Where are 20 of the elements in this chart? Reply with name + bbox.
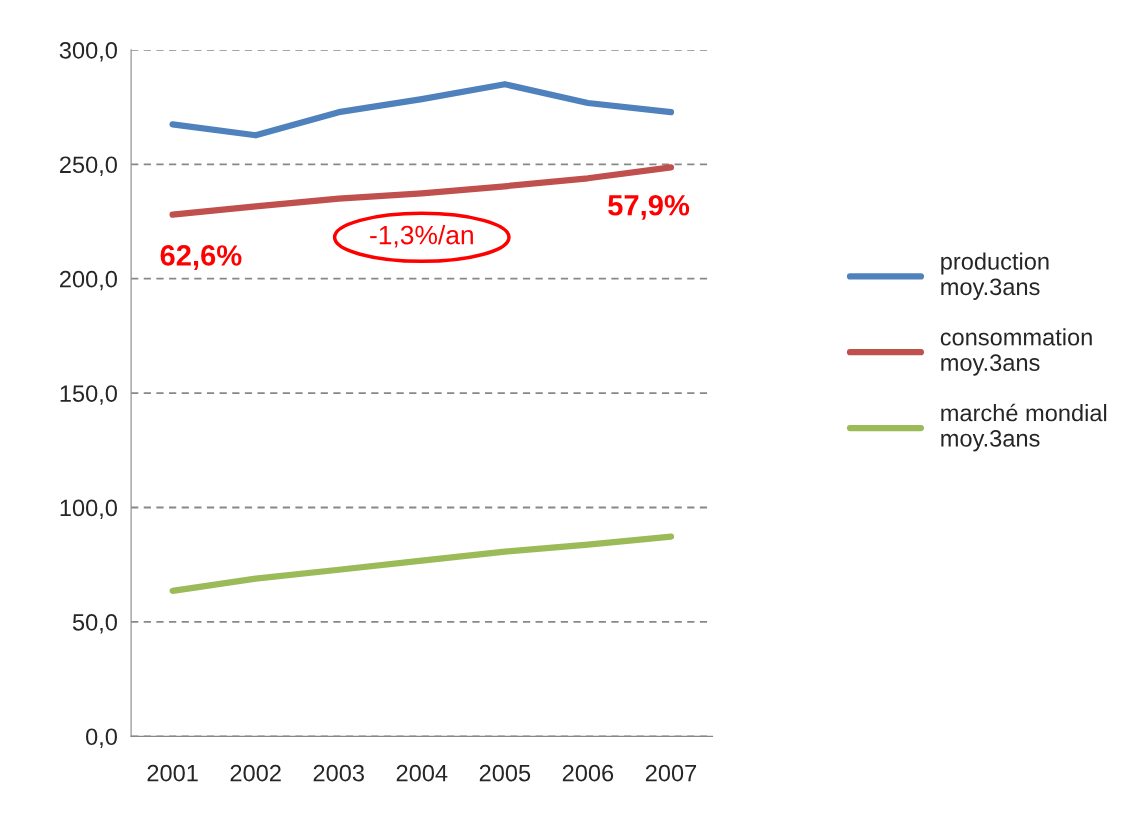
- y-tick-label: 0,0: [86, 728, 117, 748]
- y-tick-label: 250,0: [60, 156, 117, 176]
- x-tick-label: 2005: [479, 764, 531, 782]
- x-tick-label: 2007: [645, 764, 697, 782]
- x-tick-label: 2006: [562, 764, 614, 782]
- annotation: 57,9%: [608, 194, 690, 220]
- annotation: -1,3%/an: [370, 225, 473, 248]
- y-tick-label: 150,0: [60, 385, 117, 405]
- annotation: 62,6%: [160, 245, 242, 270]
- legend-label: consommation moy.3ans: [940, 328, 1092, 376]
- y-tick-label: 50,0: [72, 613, 117, 634]
- y-tick-label: 300,0: [59, 41, 117, 62]
- y-tick-label: 100,0: [60, 499, 117, 520]
- x-tick-label: 2002: [230, 764, 281, 782]
- x-tick-label: 2003: [313, 764, 364, 782]
- x-tick-label: 2004: [396, 764, 448, 782]
- x-tick-label: 2001: [147, 764, 198, 782]
- legend-label: marché mondial moy.3ans: [941, 403, 1107, 452]
- legend-label: production moy.3ans: [941, 252, 1049, 300]
- y-tick-label: 200,0: [60, 270, 117, 291]
